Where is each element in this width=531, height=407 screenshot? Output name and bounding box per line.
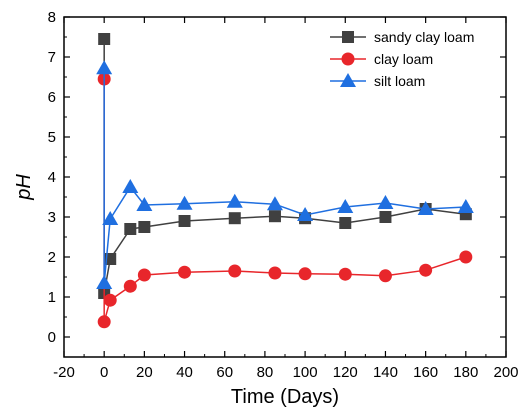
x-tick-label: 180 [453,364,478,381]
data-point [226,193,243,208]
data-point [457,199,474,213]
data-point [338,267,352,281]
y-tick-label: 0 [48,329,56,346]
data-point [96,275,113,289]
data-point [297,207,314,221]
y-tick-label: 1 [48,289,56,306]
y-tick-label: 5 [48,129,56,146]
x-tick-label: 160 [413,364,438,381]
y-tick-label: 7 [48,49,56,66]
x-tick-label: 120 [333,364,358,381]
data-point [124,223,137,235]
data-point [417,201,434,215]
y-tick-label: 6 [48,89,56,106]
data-point [122,179,139,193]
y-axis-title: pH [13,174,35,201]
data-point [298,267,312,281]
data-point [176,195,193,210]
data-point [337,199,354,213]
data-point [378,269,392,283]
x-tick-label: 100 [293,364,318,381]
series-1 [97,72,473,329]
legend-item: silt loam [330,73,425,89]
data-point [178,265,192,279]
y-tick-label: 3 [48,209,56,226]
data-point [98,33,111,45]
series-layer [96,33,474,329]
legend-marker [341,52,355,66]
data-point [97,315,111,329]
data-point [268,266,282,280]
x-tick-label: 20 [136,364,153,381]
series-line [103,68,466,284]
series-2 [96,60,474,289]
y-tick-label: 2 [48,249,56,266]
y-tick-label: 8 [48,9,56,26]
x-tick-label: 80 [257,364,274,381]
legend-marker [342,31,354,43]
data-point [96,60,113,75]
data-point [123,279,137,293]
x-tick-label: 60 [216,364,233,381]
data-point [136,197,153,211]
data-point [178,215,191,227]
data-point [266,196,283,211]
x-tick-label: 200 [493,364,518,381]
data-point [103,293,117,307]
series-line [103,79,467,323]
legend-label: sandy clay loam [374,29,474,45]
data-point [339,217,352,229]
legend-item: clay loam [330,51,433,67]
data-point [379,211,392,223]
legend-label: clay loam [374,51,433,67]
data-point [377,195,394,209]
data-point [228,212,241,225]
x-axis-title: Time (Days) [231,386,339,407]
data-point [459,250,473,264]
data-point [419,263,433,277]
axes: -20 0 20 40 60 80 100 120 140 160 180 200 0 1 2 3 4 5 6 7 8 [48,9,519,381]
legend-label: silt loam [374,73,425,89]
data-point [137,268,151,282]
legend-marker [340,73,356,87]
data-point [102,211,119,225]
data-point [138,221,151,233]
x-tick-label: 0 [100,364,108,381]
x-tick-label: 40 [176,364,193,381]
data-point [228,264,242,278]
x-tick-label: -20 [53,364,75,381]
y-tick-label: 4 [48,169,56,186]
x-tick-label: 140 [373,364,398,381]
legend: sandy clay loam clay loam silt loam [330,29,474,89]
data-point [268,210,281,223]
legend-item: sandy clay loam [330,29,474,45]
